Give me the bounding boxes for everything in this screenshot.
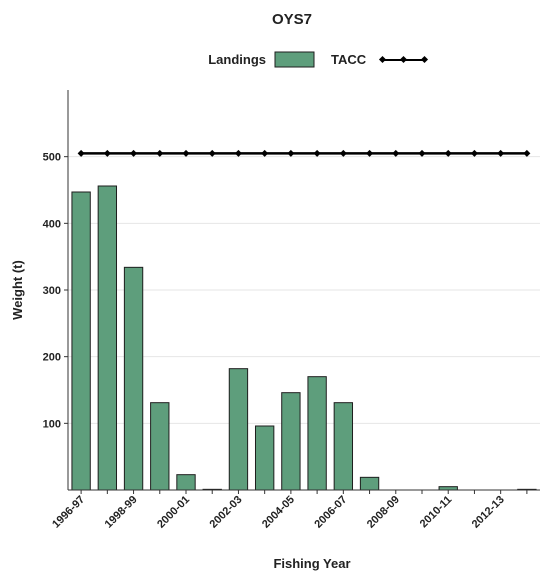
legend: Landings TACC — [208, 51, 429, 68]
axes — [64, 90, 540, 494]
bar-2003-04 — [254, 425, 275, 491]
legend-swatch-landings — [274, 51, 315, 68]
tacc-point-2007-08 — [366, 149, 374, 157]
bar-2006-07 — [333, 402, 354, 491]
bar-2004-05 — [281, 392, 301, 491]
y-tick-label: 200 — [43, 352, 61, 364]
x-tick-label: 2008-09 — [365, 494, 402, 531]
bar-2007-08 — [359, 476, 380, 491]
tacc-line — [77, 149, 531, 157]
x-tick-label: 2004-05 — [260, 494, 297, 531]
legend-label-tacc: TACC — [331, 52, 367, 67]
y-tick-label: 100 — [43, 418, 61, 430]
y-tick-label: 500 — [43, 152, 61, 164]
tacc-point-2010-11 — [444, 149, 452, 157]
tacc-point-2013-14 — [523, 149, 531, 157]
tacc-point-2006-07 — [339, 149, 347, 157]
tacc-point-2008-09 — [392, 149, 400, 157]
y-axis-label: Weight (t) — [10, 260, 25, 320]
tacc-point-1997-98 — [103, 149, 111, 157]
y-tick-labels: 100 200 300 400 500 — [43, 152, 61, 431]
tacc-point-1999-00 — [156, 149, 164, 157]
bar-1999-00 — [150, 402, 170, 491]
x-tick-label: 1998-99 — [103, 494, 140, 531]
bar-2002-03 — [228, 368, 249, 491]
bar-1997-98 — [97, 185, 118, 491]
chart-title: OYS7 — [272, 11, 312, 28]
gridlines — [68, 156, 540, 424]
tacc-point-2005-06 — [313, 149, 321, 157]
x-tick-label: 2002-03 — [208, 494, 245, 531]
tacc-point-2011-12 — [470, 149, 478, 157]
x-tick-label: 1996-97 — [50, 494, 87, 531]
tacc-point-2009-10 — [418, 149, 426, 157]
x-tick-label: 2010-11 — [418, 494, 455, 531]
legend-swatch-tacc — [378, 55, 429, 64]
landings-bars — [71, 185, 537, 491]
bar-2005-06 — [307, 376, 327, 491]
y-tick-label: 400 — [43, 218, 61, 230]
x-tick-label: 2006-07 — [312, 494, 349, 531]
bar-1998-99 — [123, 266, 144, 491]
x-tick-label: 2012-13 — [470, 494, 507, 531]
tacc-point-1996-97 — [77, 149, 85, 157]
tacc-point-2001-02 — [208, 149, 216, 157]
tacc-point-1998-99 — [130, 149, 138, 157]
bar-2000-01 — [176, 474, 196, 491]
legend-label-landings: Landings — [208, 52, 266, 67]
tacc-point-2002-03 — [234, 149, 242, 157]
y-tick-label: 300 — [43, 285, 61, 297]
tacc-point-2000-01 — [182, 149, 190, 157]
x-axis-label: Fishing Year — [273, 556, 350, 571]
tacc-point-2004-05 — [287, 149, 295, 157]
x-tick-label: 2000-01 — [155, 494, 192, 531]
bar-1996-97 — [71, 191, 91, 491]
x-tick-labels: 1996-97 1998-99 2000-01 2002-03 2004-05 2006-… — [50, 494, 507, 531]
tacc-point-2012-13 — [497, 149, 505, 157]
tacc-point-2003-04 — [261, 149, 269, 157]
